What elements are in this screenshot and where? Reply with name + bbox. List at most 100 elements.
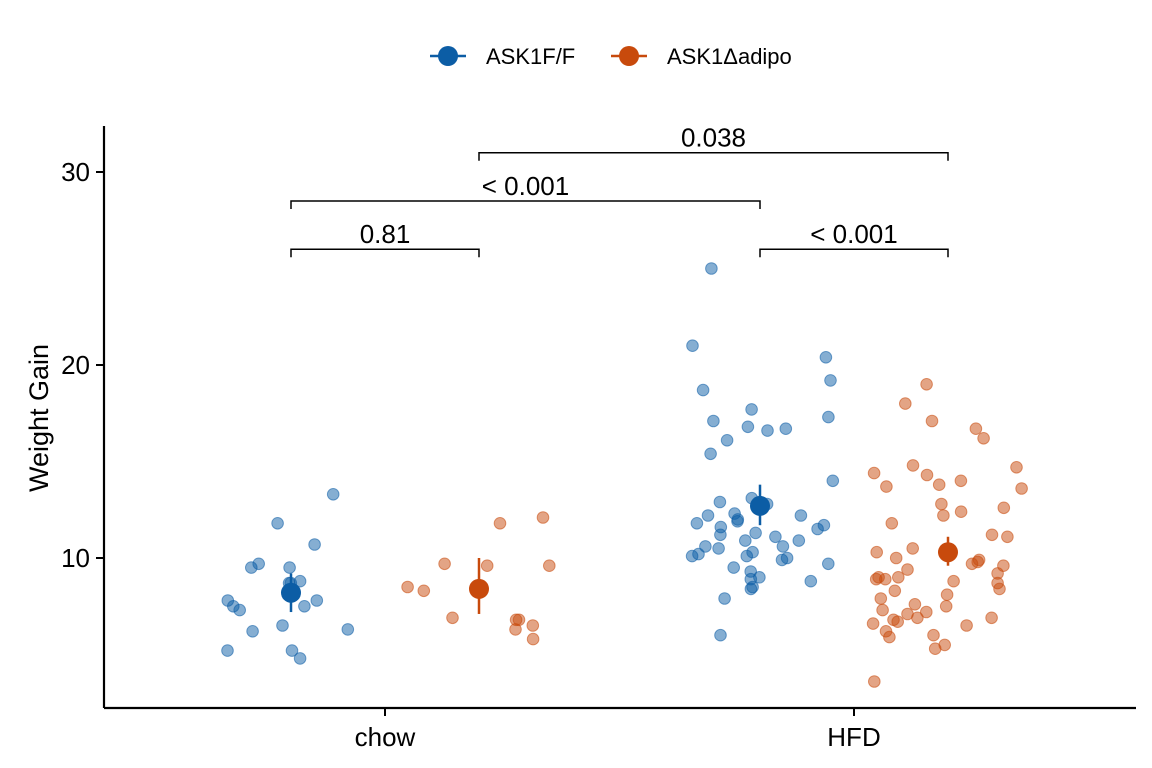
data-point: [271, 517, 284, 530]
data-point: [509, 613, 523, 627]
data-point: [769, 530, 782, 544]
data-point: [712, 542, 725, 555]
data-point: [888, 584, 902, 598]
data-point: [819, 351, 833, 364]
data-point: [954, 474, 968, 488]
data-point: [826, 474, 840, 488]
x-tick-label-chow: chow: [355, 722, 416, 752]
data-point: [776, 540, 790, 553]
data-point: [221, 644, 234, 657]
data-point: [993, 582, 1006, 596]
data-point: [868, 675, 881, 688]
data-point: [720, 434, 734, 447]
group-means: [281, 484, 958, 614]
data-point: [908, 598, 922, 611]
data-point: [1010, 461, 1023, 474]
data-point: [310, 594, 324, 607]
data-point: [940, 588, 954, 602]
data-point: [899, 397, 912, 410]
data-point: [246, 625, 259, 638]
data-point: [308, 538, 321, 551]
data-point: [869, 572, 883, 586]
data-point: [341, 623, 355, 636]
data-point: [1001, 530, 1014, 544]
data-point: [965, 557, 979, 571]
data-point: [804, 574, 818, 588]
data-point: [874, 592, 888, 605]
data-point: [997, 501, 1011, 515]
data-point: [536, 511, 550, 524]
legend: ASK1F/F ASK1Δadipo: [430, 44, 792, 69]
data-point: [985, 528, 999, 542]
data-point: [690, 517, 704, 530]
mean-point: [938, 542, 958, 563]
data-point: [792, 534, 806, 547]
data-point: [775, 553, 789, 567]
data-point: [714, 528, 727, 542]
mean-point: [750, 495, 770, 516]
data-point: [718, 592, 731, 605]
data-point: [927, 628, 940, 642]
data-point: [749, 526, 762, 540]
data-point: [685, 549, 699, 563]
data-point: [707, 414, 720, 428]
significance-bracket: [290, 248, 480, 258]
data-point: [761, 424, 774, 437]
data-point: [480, 559, 494, 573]
data-point: [740, 549, 754, 563]
legend-label: ASK1Δadipo: [667, 44, 792, 69]
y-tick-label: 30: [61, 157, 90, 187]
data-points: [221, 262, 1028, 688]
p-value-label: < 0.001: [482, 171, 569, 201]
data-point: [969, 422, 983, 436]
data-point: [870, 545, 884, 559]
data-point: [245, 561, 258, 574]
data-point: [892, 571, 905, 584]
data-point: [885, 517, 899, 530]
legend-key-marker: [619, 46, 639, 66]
data-point: [731, 515, 744, 528]
data-point: [876, 603, 889, 617]
data-point: [705, 262, 718, 275]
data-point: [298, 600, 311, 613]
data-point: [283, 561, 296, 574]
mean-point: [469, 578, 489, 599]
data-point: [977, 432, 990, 445]
mean-point: [281, 582, 301, 603]
data-point: [543, 559, 556, 573]
data-point: [880, 480, 893, 493]
data-point: [745, 403, 758, 416]
data-point: [794, 509, 808, 522]
data-point: [779, 422, 793, 436]
data-point: [939, 600, 953, 613]
data-point: [937, 509, 950, 522]
data-point: [889, 551, 903, 565]
data-point: [920, 605, 933, 619]
data-point: [891, 615, 905, 629]
data-point: [867, 466, 881, 480]
data-point: [285, 644, 299, 657]
data-point: [1015, 482, 1028, 495]
significance-bracket: [290, 200, 761, 209]
data-point: [401, 580, 414, 594]
data-point: [932, 478, 946, 492]
data-point: [906, 542, 920, 555]
data-point: [713, 495, 727, 509]
data-point: [954, 505, 968, 519]
significance-bracket: [478, 151, 949, 161]
significance-brackets: 0.81 < 0.001 < 0.001 0.038: [290, 123, 949, 258]
data-point: [293, 652, 307, 665]
significance-bracket: [759, 248, 949, 258]
data-point: [906, 459, 920, 472]
data-point: [326, 488, 340, 501]
data-point: [526, 632, 540, 646]
data-point: [741, 420, 755, 434]
p-value-label: 0.81: [360, 219, 411, 249]
data-point: [901, 563, 914, 576]
data-point: [221, 594, 235, 607]
data-point: [446, 611, 459, 625]
data-point: [739, 534, 752, 547]
legend-key-marker: [438, 46, 458, 66]
data-point: [822, 410, 835, 424]
data-point: [935, 497, 948, 511]
